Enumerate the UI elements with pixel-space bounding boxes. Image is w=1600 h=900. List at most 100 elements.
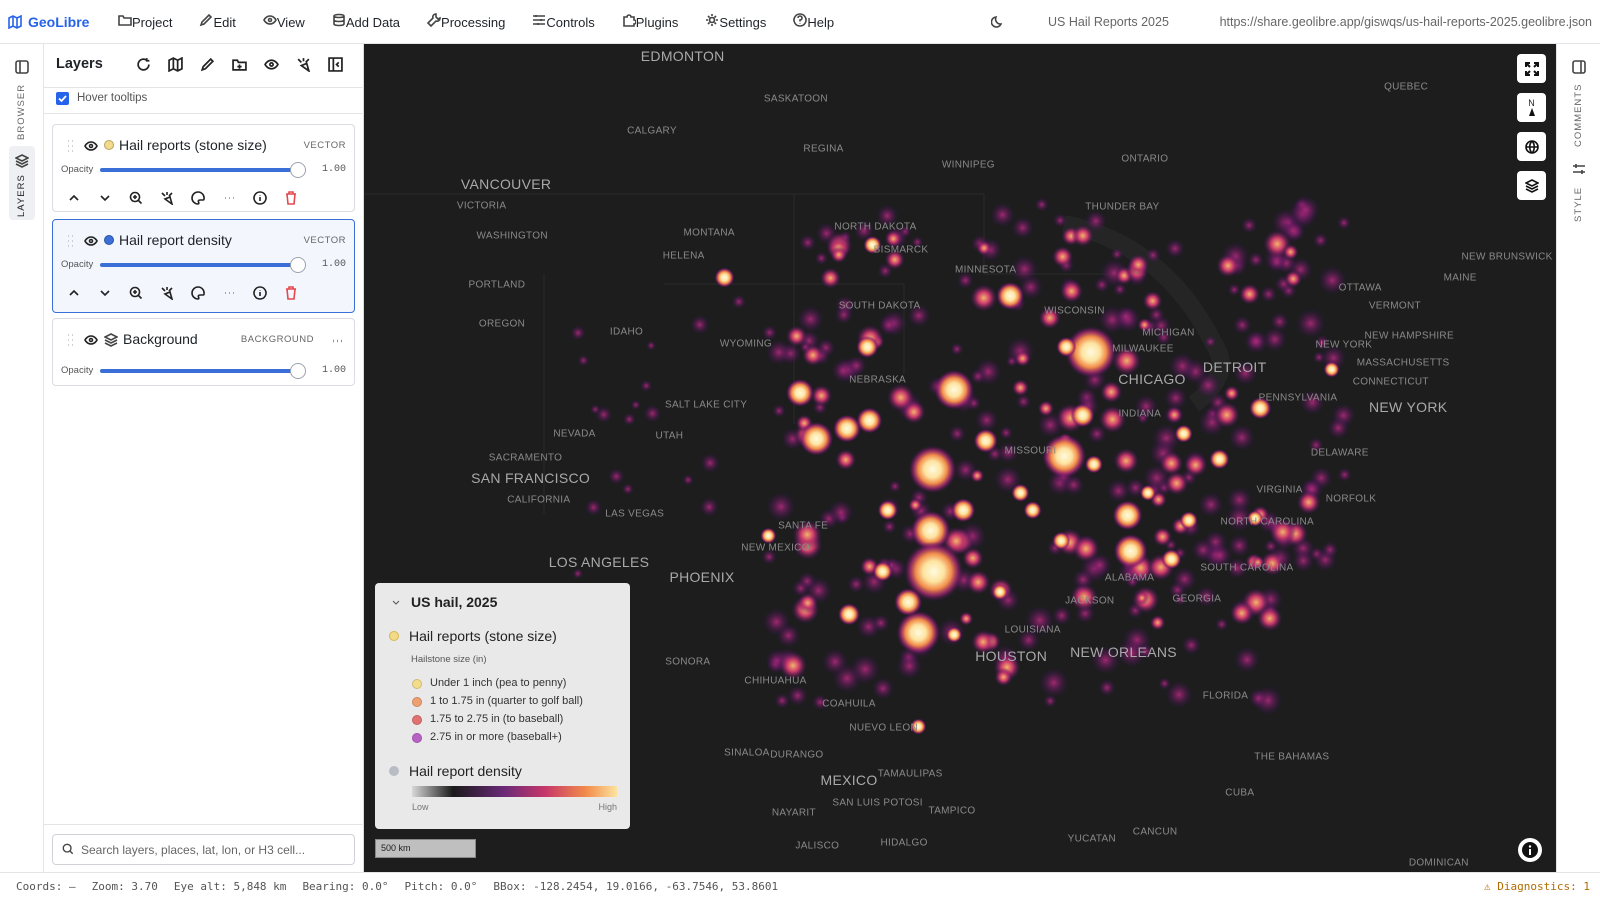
icon[interactable] — [160, 286, 174, 300]
heat-blob — [831, 359, 855, 383]
heat-blob — [911, 236, 924, 249]
layers-tab[interactable]: LAYERS — [16, 174, 27, 217]
attribution-button[interactable] — [1518, 838, 1542, 862]
layers-icon[interactable] — [15, 154, 29, 168]
icon[interactable] — [63, 333, 77, 347]
share-url[interactable]: https://share.geolibre.app/giswqs/us-hai… — [1219, 15, 1592, 29]
menu-item[interactable]: Controls — [532, 13, 595, 30]
search-box[interactable]: Search layers, places, lat, lon, or H3 c… — [52, 834, 355, 865]
icon[interactable] — [296, 57, 311, 72]
slider-knob[interactable] — [290, 257, 306, 273]
icon[interactable] — [232, 57, 247, 72]
heat-blob — [1248, 688, 1269, 709]
heat-blob — [965, 569, 991, 595]
menu-item[interactable]: View — [262, 13, 305, 30]
icon[interactable] — [118, 13, 132, 27]
heat-blob — [1290, 195, 1321, 225]
icon[interactable] — [168, 57, 183, 72]
icon[interactable] — [191, 286, 205, 300]
menu-item[interactable]: Processing — [426, 13, 505, 30]
layer-card[interactable]: Hail report density VECTOR Opacity 1.00 — [52, 219, 355, 313]
opacity-slider[interactable] — [100, 257, 306, 273]
heat-blob — [907, 304, 931, 328]
brand[interactable]: GeoLibre — [8, 14, 108, 30]
slider-knob[interactable] — [290, 162, 306, 178]
icon[interactable] — [222, 191, 236, 205]
opacity-slider[interactable] — [100, 162, 306, 178]
comments-icon[interactable] — [1572, 60, 1586, 74]
basemap-button[interactable] — [1517, 171, 1546, 200]
style-icon[interactable] — [1572, 162, 1586, 176]
icon[interactable] — [129, 286, 143, 300]
icon[interactable] — [98, 191, 112, 205]
globe-button[interactable] — [1517, 132, 1546, 161]
map-label: CHIHUAHUA — [744, 675, 807, 687]
theme-toggle[interactable] — [991, 15, 1005, 29]
compass-button[interactable]: N — [1517, 93, 1546, 122]
layer-kind: BACKGROUND — [240, 334, 314, 345]
icon[interactable] — [63, 139, 77, 153]
slider-knob[interactable] — [290, 363, 306, 379]
browser-tab[interactable]: BROWSER — [16, 83, 27, 140]
icon[interactable] — [426, 13, 441, 28]
icon[interactable] — [705, 13, 719, 27]
icon[interactable] — [84, 234, 98, 248]
heat-blob — [1282, 243, 1299, 261]
style-tab[interactable]: STYLE — [1573, 186, 1584, 222]
icon[interactable] — [84, 139, 98, 153]
icon[interactable] — [622, 13, 637, 27]
heat-blob — [863, 235, 882, 254]
layer-card[interactable]: Background BACKGROUND Opacity 1.00 — [52, 318, 355, 386]
layers-panel: Layers Hover tooltips Hail reports (ston… — [44, 44, 364, 872]
icon[interactable] — [253, 191, 267, 205]
icon[interactable] — [84, 333, 98, 347]
icon[interactable] — [264, 57, 279, 72]
icon[interactable] — [129, 191, 143, 205]
menu-item[interactable]: Edit — [199, 13, 236, 30]
menu-item[interactable]: Add Data — [332, 13, 400, 30]
icon[interactable] — [532, 13, 546, 27]
menu-item[interactable]: Settings — [705, 13, 766, 30]
icon[interactable] — [262, 13, 277, 27]
map[interactable]: EDMONTON SASKATOON CALGARY REGINA WINNIPEG ON… — [364, 44, 1556, 872]
icon[interactable] — [98, 286, 112, 300]
icon[interactable] — [160, 191, 174, 205]
opacity-slider[interactable] — [100, 363, 306, 379]
map-label: WINNIPEG — [941, 159, 995, 171]
browser-icon[interactable] — [15, 60, 29, 74]
icon[interactable] — [67, 191, 81, 205]
icon[interactable] — [332, 13, 346, 27]
icon[interactable] — [67, 286, 81, 300]
icon[interactable] — [253, 286, 267, 300]
heat-blob — [992, 583, 1008, 600]
icon[interactable] — [104, 333, 118, 347]
menu-item[interactable]: Plugins — [622, 13, 678, 30]
layer-card[interactable]: Hail reports (stone size) VECTOR Opacity 1.… — [52, 124, 355, 212]
fullscreen-button[interactable] — [1517, 54, 1546, 83]
map-label: MEXICO — [820, 771, 878, 788]
icon[interactable] — [284, 286, 298, 300]
icon[interactable] — [328, 57, 343, 72]
heat-blob — [1114, 305, 1138, 328]
icon[interactable] — [200, 57, 215, 72]
heat-blob — [994, 667, 1013, 687]
icon[interactable] — [63, 234, 77, 248]
icon[interactable] — [191, 191, 205, 205]
hover-tooltips-checkbox[interactable] — [56, 92, 69, 105]
heat-blob — [1213, 401, 1240, 429]
menu-item[interactable]: Help — [793, 13, 834, 30]
menu-label: Add Data — [345, 15, 401, 30]
map-label: BISMARCK — [873, 244, 929, 256]
icon[interactable] — [136, 57, 151, 72]
heat-blob — [1164, 386, 1188, 410]
icon[interactable] — [199, 13, 213, 27]
icon[interactable] — [330, 334, 344, 348]
menu-item[interactable]: Project — [118, 13, 172, 30]
heat-blob — [1087, 424, 1107, 444]
icon[interactable] — [284, 191, 298, 205]
heat-blob — [1164, 471, 1189, 496]
diagnostics[interactable]: ⚠ Diagnostics: 1 — [1484, 880, 1590, 893]
heat-blob — [1112, 346, 1142, 376]
icon[interactable] — [222, 286, 236, 300]
icon[interactable] — [793, 13, 808, 27]
